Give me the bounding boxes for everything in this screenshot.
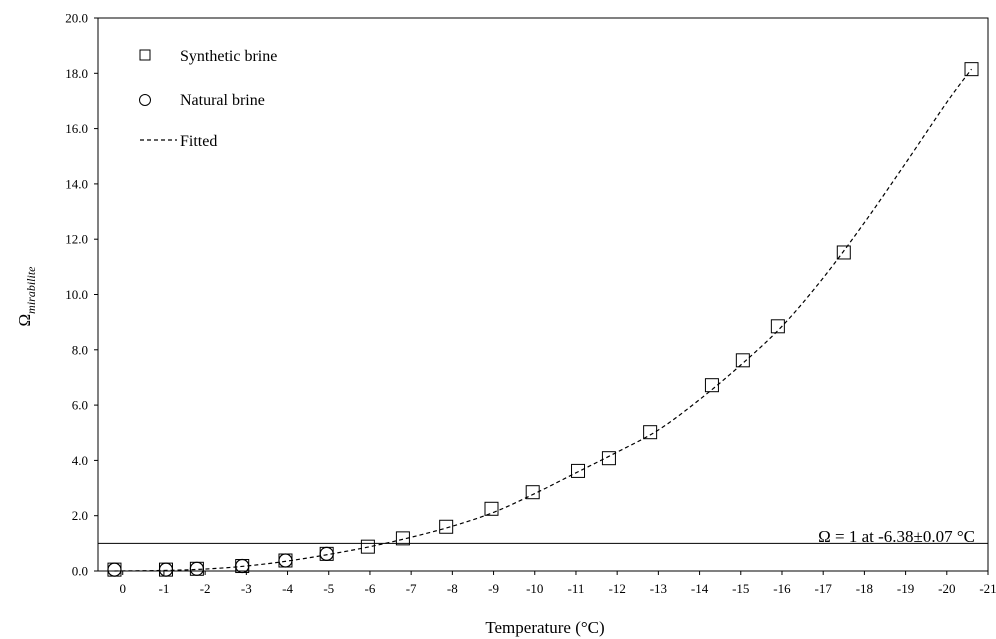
synthetic-brine-point: [836, 245, 851, 260]
x-tick-label: -4: [282, 581, 293, 596]
annotation-omega-equals-one: Ω = 1 at -6.38±0.07 °C: [818, 527, 975, 546]
x-tick-label: -12: [608, 581, 625, 596]
x-tick-label: -13: [650, 581, 667, 596]
y-tick-label: 4.0: [72, 453, 88, 468]
y-tick-label: 12.0: [65, 232, 88, 247]
y-tick-label: 16.0: [65, 121, 88, 136]
y-tick-label: 8.0: [72, 342, 88, 357]
series-layer: [107, 62, 979, 577]
x-tick-label: -3: [241, 581, 252, 596]
synthetic-brine-point: [964, 62, 979, 77]
y-tick-label: 2.0: [72, 508, 88, 523]
axes: 0.0 2.0 4.0 6.0 8.0 10.0 12.0 14.0 16.0 18.0 20.0 0…: [65, 11, 996, 597]
x-tick-label: -10: [526, 581, 543, 596]
y-tick-label: 20.0: [65, 11, 88, 26]
synthetic-brine-point: [360, 539, 375, 554]
natural-brine-point: [278, 553, 293, 568]
natural-brine-point: [319, 546, 334, 561]
x-tick-label: -5: [323, 581, 334, 596]
legend-label-fitted: Fitted: [180, 133, 217, 150]
x-tick-label: -18: [856, 581, 873, 596]
legend-marker-circle: [139, 94, 151, 106]
y-tick-label: 0.0: [72, 564, 88, 579]
synthetic-brine-point: [395, 531, 410, 546]
y-axis-title-subscript: mirabilite: [24, 266, 38, 314]
synthetic-brine-point: [525, 485, 540, 500]
synthetic-brine-point: [439, 519, 454, 534]
x-tick-label: -15: [732, 581, 749, 596]
natural-brine-point: [189, 561, 204, 576]
x-tick-label: -21: [979, 581, 996, 596]
x-tick-label: -8: [447, 581, 458, 596]
natural-brine-point: [235, 558, 250, 574]
x-tick-label: -19: [897, 581, 914, 596]
x-axis-title: Temperature (°C): [485, 618, 604, 637]
x-tick-label: -20: [938, 581, 955, 596]
synthetic-brine-point: [735, 353, 750, 368]
synthetic-brine-point: [704, 378, 719, 393]
y-tick-label: 6.0: [72, 398, 88, 413]
legend-marker-square: [139, 49, 151, 61]
y-axis-title: Ωmirabilite: [15, 266, 38, 327]
x-tick-label: 0: [119, 581, 126, 596]
synthetic-brine-point: [571, 463, 586, 478]
x-tick-label: -16: [773, 581, 791, 596]
x-tick-label: -7: [406, 581, 417, 596]
x-tick-label: -17: [815, 581, 833, 596]
y-tick-label: 18.0: [65, 66, 88, 81]
synthetic-brine-point: [484, 501, 499, 516]
legend-label-natural-brine: Natural brine: [180, 92, 265, 109]
natural-brine-point: [107, 562, 122, 577]
legend-label-synthetic-brine: Synthetic brine: [180, 48, 277, 65]
synthetic-brine-point: [601, 451, 616, 466]
x-tick-label: -1: [159, 581, 170, 596]
fitted-curve: [114, 68, 972, 572]
y-tick-label: 10.0: [65, 287, 88, 302]
synthetic-brine-point: [643, 425, 658, 440]
y-tick-label: 14.0: [65, 176, 88, 191]
legend: Synthetic brine Natural brine Fitted: [139, 48, 277, 150]
x-tick-label: -6: [365, 581, 376, 596]
y-axis-title-main: Ω: [15, 314, 34, 327]
x-tick-label: -9: [488, 581, 499, 596]
x-tick-label: -14: [691, 581, 709, 596]
natural-brine-point: [158, 562, 174, 577]
x-tick-label: -2: [200, 581, 211, 596]
x-tick-label: -11: [568, 581, 585, 596]
synthetic-brine-point: [770, 319, 785, 334]
